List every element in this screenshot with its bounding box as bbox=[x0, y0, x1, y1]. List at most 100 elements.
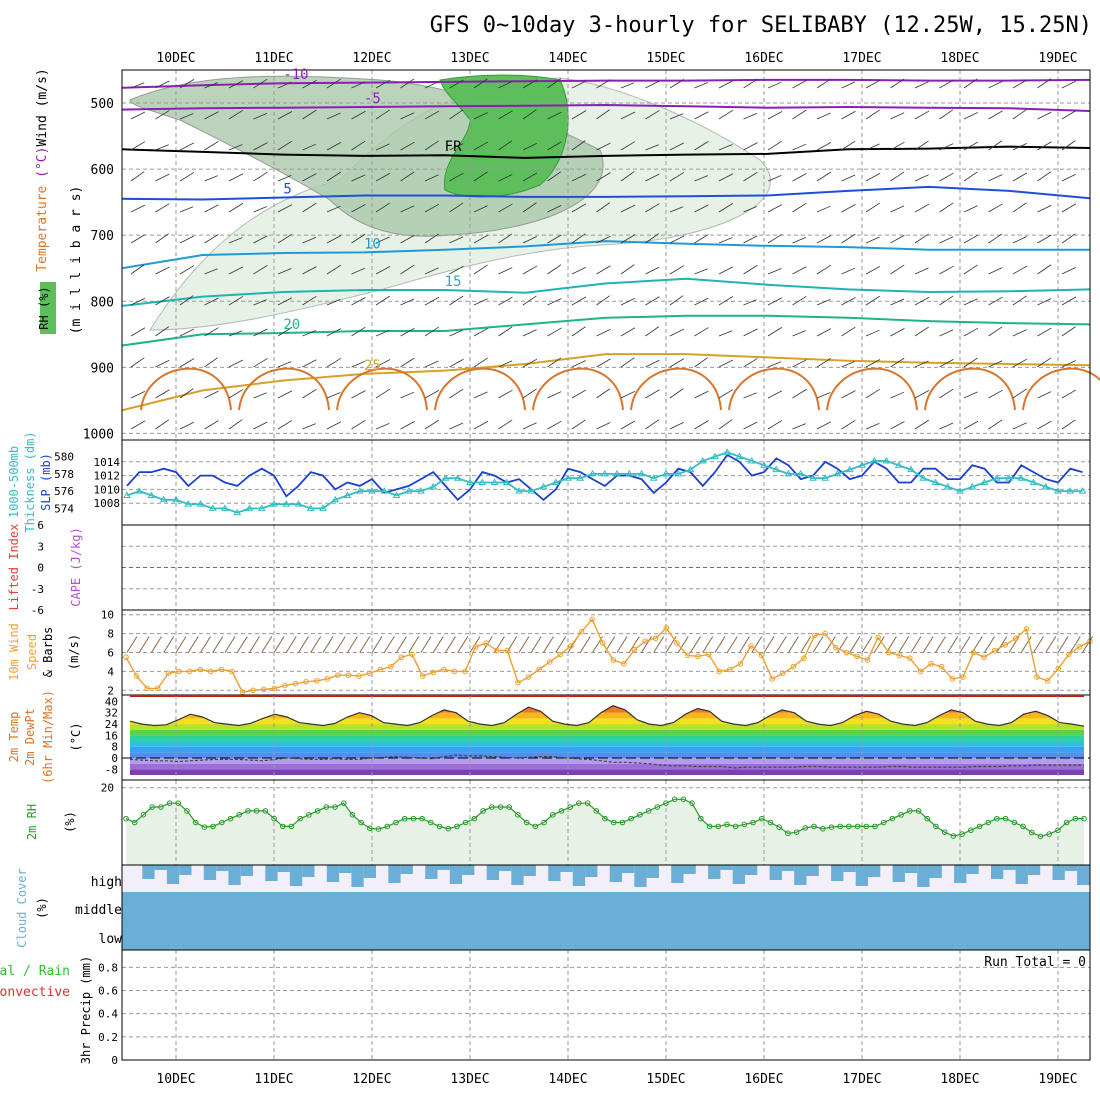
cloud-high-bar bbox=[806, 865, 819, 876]
wind-speed-point bbox=[981, 654, 987, 661]
cloud-high-bar bbox=[179, 865, 192, 875]
temp-band bbox=[130, 752, 1084, 759]
wind-barb bbox=[228, 109, 244, 120]
wind-barb bbox=[620, 264, 635, 275]
wind-barb bbox=[449, 295, 464, 306]
vertical-label-text: Lifted Index bbox=[7, 524, 21, 611]
wind-barb bbox=[179, 295, 194, 306]
wind-speed-point bbox=[1055, 665, 1062, 672]
isotherm-label: FR bbox=[445, 139, 462, 155]
wind-barb bbox=[326, 328, 342, 337]
wind-barb bbox=[1061, 110, 1077, 120]
cape-tick: 0 bbox=[37, 562, 44, 575]
wind-barb bbox=[522, 79, 538, 89]
isotherm-label: 15 bbox=[445, 274, 462, 290]
wind-barb-10m bbox=[457, 636, 469, 653]
wind-speed-point bbox=[854, 653, 860, 660]
wind-barb-10m bbox=[751, 636, 763, 653]
wind-barb bbox=[988, 389, 1003, 399]
wind-speed-point bbox=[663, 625, 670, 631]
wind-barb bbox=[841, 360, 856, 368]
wind-barb bbox=[375, 79, 391, 89]
vertical-label-text: 10m Wind bbox=[7, 623, 21, 681]
day-label-top: 13DEC bbox=[450, 51, 489, 66]
cloud-high-bar bbox=[449, 865, 463, 884]
rh-legend-swatch bbox=[40, 282, 56, 334]
wind-barb-10m bbox=[383, 636, 395, 653]
wind-barb-10m bbox=[518, 636, 530, 653]
temp-band bbox=[130, 763, 1084, 770]
wind-barb bbox=[620, 82, 635, 89]
wind-barb bbox=[400, 78, 415, 89]
wind-barb bbox=[228, 389, 244, 399]
precip-legend-total: Total / Rain bbox=[0, 964, 70, 979]
wind-barb-10m bbox=[187, 636, 199, 653]
warm-contour bbox=[1022, 367, 1100, 411]
thickness-point bbox=[821, 474, 830, 481]
thickness-point bbox=[735, 452, 744, 460]
thickness-point bbox=[527, 487, 536, 494]
vertical-label: Thickness (dm) bbox=[23, 431, 37, 532]
warm-contour bbox=[826, 367, 918, 411]
wind-barb bbox=[645, 266, 660, 275]
wind-barb bbox=[1061, 419, 1076, 430]
wind-barb bbox=[694, 111, 709, 120]
wind-barb-10m bbox=[873, 636, 885, 653]
wind-barb bbox=[400, 264, 415, 275]
wind-barb bbox=[375, 388, 391, 399]
cloud-level-label: low bbox=[99, 932, 123, 947]
wind-barb-10m bbox=[432, 636, 444, 653]
wind-barb bbox=[865, 295, 880, 306]
temp-band bbox=[130, 707, 1084, 713]
thickness-point bbox=[392, 491, 401, 498]
cloud-high-bar bbox=[671, 865, 684, 883]
wind-barb-10m bbox=[334, 636, 346, 653]
wind-speed-point bbox=[546, 659, 553, 665]
wind-barb bbox=[645, 173, 660, 182]
wind-barb bbox=[1061, 80, 1077, 89]
wind-speed-point bbox=[864, 657, 871, 663]
isotherm-FR bbox=[121, 145, 1091, 159]
cloud-high-bar bbox=[609, 865, 622, 882]
wind-barb-10m bbox=[935, 636, 946, 653]
thickness-point bbox=[380, 487, 389, 494]
wind-barb bbox=[939, 388, 954, 399]
day-label-bottom: 18DEC bbox=[940, 1072, 979, 1087]
wind-barb-10m bbox=[212, 636, 224, 653]
wind-barb bbox=[424, 233, 439, 244]
wind-barb bbox=[571, 389, 587, 399]
wind-barb bbox=[1061, 173, 1077, 182]
vertical-label: & Barbs bbox=[41, 627, 55, 678]
wind-barb bbox=[620, 234, 636, 244]
wind-barb bbox=[792, 80, 807, 89]
wind-barb bbox=[253, 78, 268, 89]
wind-barb bbox=[424, 174, 439, 182]
warm-contour bbox=[140, 367, 232, 411]
wind-barb bbox=[596, 79, 611, 89]
wind-barb bbox=[767, 174, 782, 182]
wind-barb bbox=[890, 328, 905, 337]
wind-barb bbox=[498, 203, 513, 213]
wind-barb bbox=[130, 171, 145, 182]
wind-barb bbox=[228, 144, 243, 151]
wind-barb bbox=[228, 330, 243, 337]
wind-barb bbox=[596, 142, 611, 151]
wind-barb bbox=[326, 392, 341, 399]
warm-contour bbox=[630, 367, 722, 411]
wind-barb bbox=[571, 173, 587, 182]
cloud-high-bar bbox=[634, 865, 647, 887]
vertical-label-text: (%) bbox=[63, 811, 77, 833]
cape-tick: -6 bbox=[31, 604, 44, 617]
wind-barb bbox=[473, 78, 488, 89]
temp-mask bbox=[130, 697, 1084, 727]
thickness-tick: 578 bbox=[54, 468, 74, 481]
wind-barb bbox=[449, 358, 464, 368]
wind-barb bbox=[400, 357, 415, 368]
wind-barb bbox=[179, 235, 195, 244]
wind-barb bbox=[228, 359, 244, 368]
vertical-label: SLP (mb) bbox=[39, 453, 53, 511]
isotherm-label: -10 bbox=[283, 67, 308, 83]
wind-barb bbox=[228, 296, 244, 306]
wind-barb bbox=[473, 298, 488, 306]
wind-barb-10m bbox=[506, 636, 518, 653]
